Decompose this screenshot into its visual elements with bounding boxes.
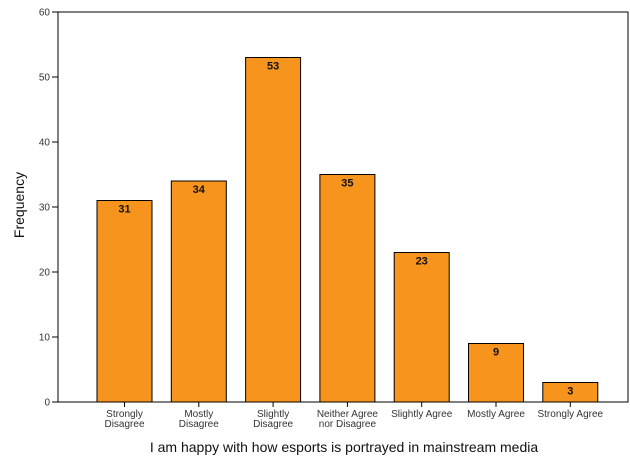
- y-tick-label: 20: [39, 268, 51, 279]
- x-tick-label: Strongly Agree: [537, 409, 603, 420]
- data-label: 34: [193, 184, 206, 196]
- y-axis-title: Frequency: [11, 172, 27, 238]
- x-tick-label: Mostly Disagree: [179, 409, 219, 430]
- y-tick-label: 0: [44, 398, 50, 409]
- bar: [96, 200, 153, 403]
- x-tick-label: Neither Agree nor Disagree: [317, 409, 379, 430]
- bar: [393, 252, 450, 403]
- y-tick-label: 30: [39, 203, 51, 214]
- x-axis-title: I am happy with how esports is portrayed…: [150, 439, 538, 455]
- bar: [245, 57, 302, 403]
- data-label: 23: [416, 256, 428, 268]
- x-tick-label: Strongly Disagree: [104, 409, 144, 430]
- data-label: 53: [267, 61, 279, 73]
- x-tick-label: Slightly Disagree: [253, 409, 293, 430]
- x-tick-label: Mostly Agree: [467, 409, 525, 420]
- data-label: 9: [493, 347, 499, 359]
- y-tick-label: 40: [39, 138, 51, 149]
- bar: [319, 174, 376, 403]
- data-label: 35: [341, 178, 353, 190]
- data-label: 31: [118, 204, 130, 216]
- x-tick-label: Slightly Agree: [391, 409, 453, 420]
- data-label: 3: [567, 386, 573, 398]
- y-tick-label: 50: [39, 73, 51, 84]
- y-tick-label: 60: [39, 8, 51, 19]
- bar: [170, 180, 227, 403]
- y-tick-label: 10: [39, 333, 51, 344]
